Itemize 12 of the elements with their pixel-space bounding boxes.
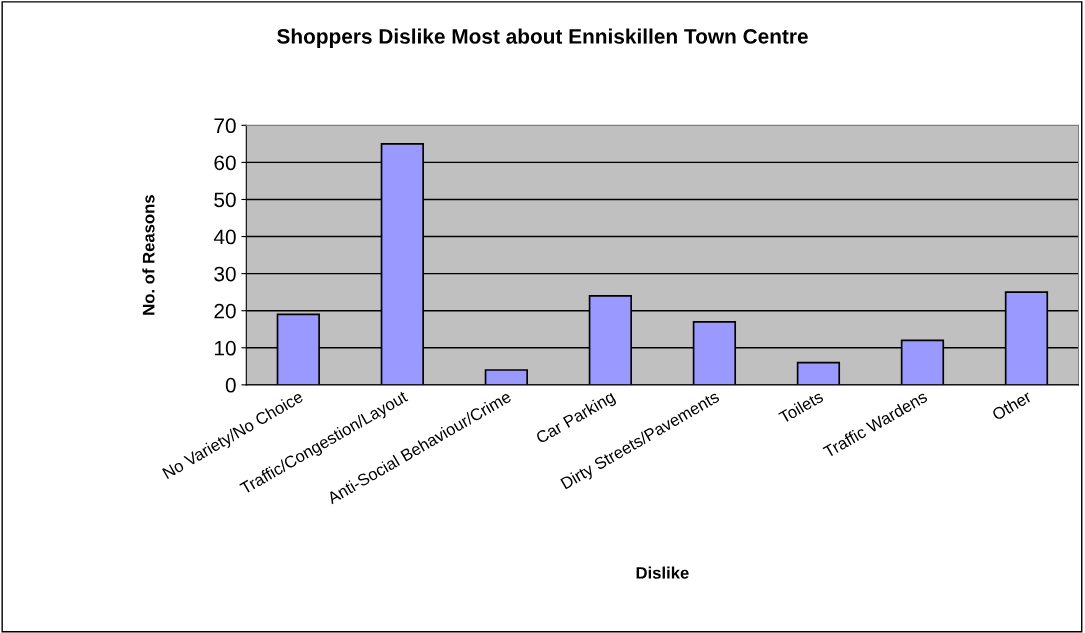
y-tick-label: 30: [214, 266, 236, 282]
x-tick-label: Other: [991, 389, 1033, 421]
y-tick-label: 0: [225, 377, 236, 393]
chart-title: Shoppers Dislike Most about Enniskillen Town Centre: [277, 28, 808, 48]
y-tick-label: 10: [214, 340, 236, 356]
y-tick-label: 20: [214, 303, 236, 319]
y-tick-label: 60: [214, 155, 236, 171]
y-axis-title: No. of Reasons: [142, 195, 155, 315]
y-tick-label: 50: [214, 192, 236, 208]
x-axis-title: Dislike: [636, 566, 689, 579]
y-tick-label: 70: [214, 118, 236, 134]
y-tick-label: 40: [213, 229, 236, 245]
